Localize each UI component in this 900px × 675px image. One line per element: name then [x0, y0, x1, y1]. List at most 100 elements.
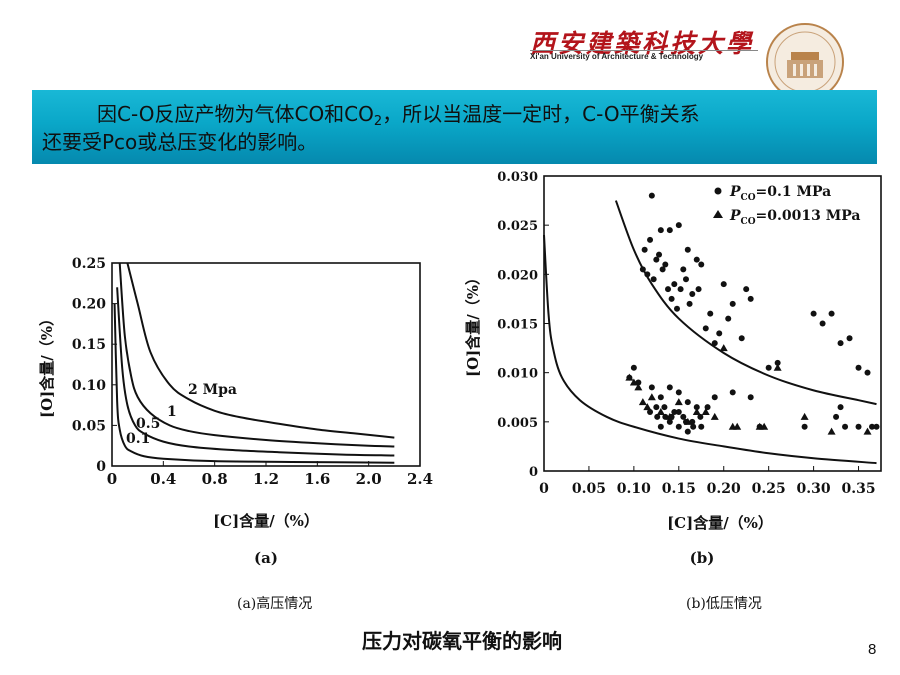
data-point-circle: [819, 320, 826, 327]
y-tick-label-b: 0.015: [497, 318, 538, 333]
data-point-circle: [661, 404, 668, 411]
data-point-circle: [729, 389, 736, 396]
curve-a-3: [116, 287, 395, 457]
x-tick-label-b: 0: [539, 481, 549, 497]
data-point-circle: [648, 192, 655, 199]
y-tick-label-b: 0.010: [497, 367, 538, 382]
legend-entry: PCO=0.0013 MPa: [729, 208, 860, 227]
data-point-circle: [675, 423, 682, 430]
data-point-circle: [686, 300, 693, 307]
data-point-circle: [720, 281, 727, 288]
data-point-triangle: [692, 408, 701, 415]
y-tick-label-b: 0.005: [497, 416, 538, 431]
data-point-circle: [693, 256, 700, 263]
curve-a-2: [118, 262, 395, 448]
data-point-circle: [675, 389, 682, 396]
data-point-circle: [682, 276, 689, 283]
data-point-circle: [695, 286, 702, 293]
x-tick-label-b: 0.25: [752, 481, 786, 497]
data-point-circle: [747, 295, 754, 302]
data-point-triangle: [827, 427, 836, 435]
data-point-triangle: [760, 422, 769, 430]
legend-marker-triangle: [713, 210, 723, 218]
x-tick-label-b: 0.15: [662, 481, 696, 497]
y-tick-label-b: 0.020: [497, 268, 538, 283]
x-tick-label-a: 2.0: [356, 470, 382, 488]
data-point-circle: [869, 423, 876, 430]
data-point-circle: [690, 423, 697, 430]
data-point-circle: [702, 325, 709, 332]
data-point-circle: [677, 286, 684, 293]
data-point-circle: [653, 404, 660, 411]
data-point-circle: [729, 300, 736, 307]
y-axis-label-a: [O]含量/（%）: [38, 311, 56, 418]
y-tick-label-a: 0.05: [72, 418, 106, 434]
data-point-circle: [698, 423, 705, 430]
data-point-circle: [725, 315, 732, 322]
panel-label-a: (a): [254, 549, 278, 567]
y-tick-label-a: 0.25: [72, 256, 106, 272]
y-tick-label-a: 0: [96, 459, 106, 475]
fit-curve-b-1: [614, 200, 877, 406]
x-tick-label-a: 0.8: [202, 470, 228, 488]
data-point-circle: [644, 271, 651, 278]
data-point-circle: [864, 369, 871, 376]
data-point-triangle: [733, 422, 742, 430]
data-point-circle: [684, 246, 691, 253]
slide-title: 压力对碳氧平衡的影响: [362, 629, 562, 653]
data-point-circle: [711, 394, 718, 401]
data-point-triangle: [665, 412, 674, 420]
data-point-circle: [647, 409, 654, 415]
data-point-circle: [648, 384, 655, 391]
x-tick-label-b: 0.35: [841, 481, 875, 497]
curve-label-a: 1: [167, 404, 177, 420]
data-point-triangle: [638, 398, 647, 406]
intro-banner: 因C-O反应产物为气体CO和CO2，所以当温度一定时，C-O平衡关系 还要受Pc…: [32, 90, 877, 164]
university-logo-chinese: 西安建築科技大學: [530, 29, 755, 58]
x-tick-label-a: 0.4: [150, 470, 176, 488]
data-point-circle: [697, 413, 704, 420]
y-tick-label-a: 0.10: [72, 378, 106, 394]
data-point-circle: [801, 423, 808, 430]
data-point-circle: [657, 227, 664, 234]
x-tick-label-b: 0.10: [617, 481, 651, 497]
data-point-circle: [665, 286, 672, 293]
data-point-triangle: [701, 408, 710, 415]
x-axis-label-b: [C]含量/（%）: [667, 514, 773, 532]
data-point-circle: [846, 335, 853, 342]
x-tick-label-b: 0.30: [797, 481, 831, 497]
data-point-circle: [654, 413, 661, 420]
chart-b: 0 0.05 0.10 0.15 0.20 0.25 0.30 0.35 0 0.005 0.010…: [464, 170, 882, 567]
data-point-circle: [747, 394, 754, 401]
data-point-triangle: [863, 427, 872, 435]
data-point-circle: [641, 246, 648, 253]
data-point-circle: [666, 227, 673, 234]
data-point-triangle: [719, 344, 728, 352]
data-point-circle: [650, 276, 657, 283]
data-point-circle: [855, 423, 862, 430]
curve-a-1: [126, 262, 395, 439]
logo-divider: [530, 50, 758, 51]
data-point-circle: [668, 295, 675, 302]
curve-label-a: 0.1: [126, 431, 150, 447]
legend-marker-circle: [714, 187, 722, 195]
page-number: 8: [868, 641, 877, 658]
curve-label-a: 0.5: [136, 416, 160, 432]
data-point-circle: [647, 236, 654, 243]
data-point-circle: [653, 256, 660, 263]
y-tick-label-b: 0: [529, 465, 538, 480]
data-point-triangle: [643, 403, 652, 411]
banner-line-1: 因C-O反应产物为气体CO和CO2，所以当温度一定时，C-O平衡关系: [42, 100, 863, 128]
data-point-circle: [716, 330, 723, 337]
data-point-triangle: [634, 383, 643, 391]
data-point-circle: [662, 261, 669, 268]
y-tick-label-a: 0.15: [72, 337, 106, 353]
data-point-circle: [666, 384, 673, 391]
data-point-circle: [657, 394, 664, 401]
x-axis-label-a: [C]含量/（%）: [213, 512, 319, 530]
y-tick-label-b: 0.025: [497, 219, 538, 234]
y-tick-label-a: 0.20: [72, 297, 106, 313]
data-point-circle: [707, 310, 714, 317]
data-point-triangle: [773, 363, 782, 371]
data-point-circle: [765, 364, 772, 371]
